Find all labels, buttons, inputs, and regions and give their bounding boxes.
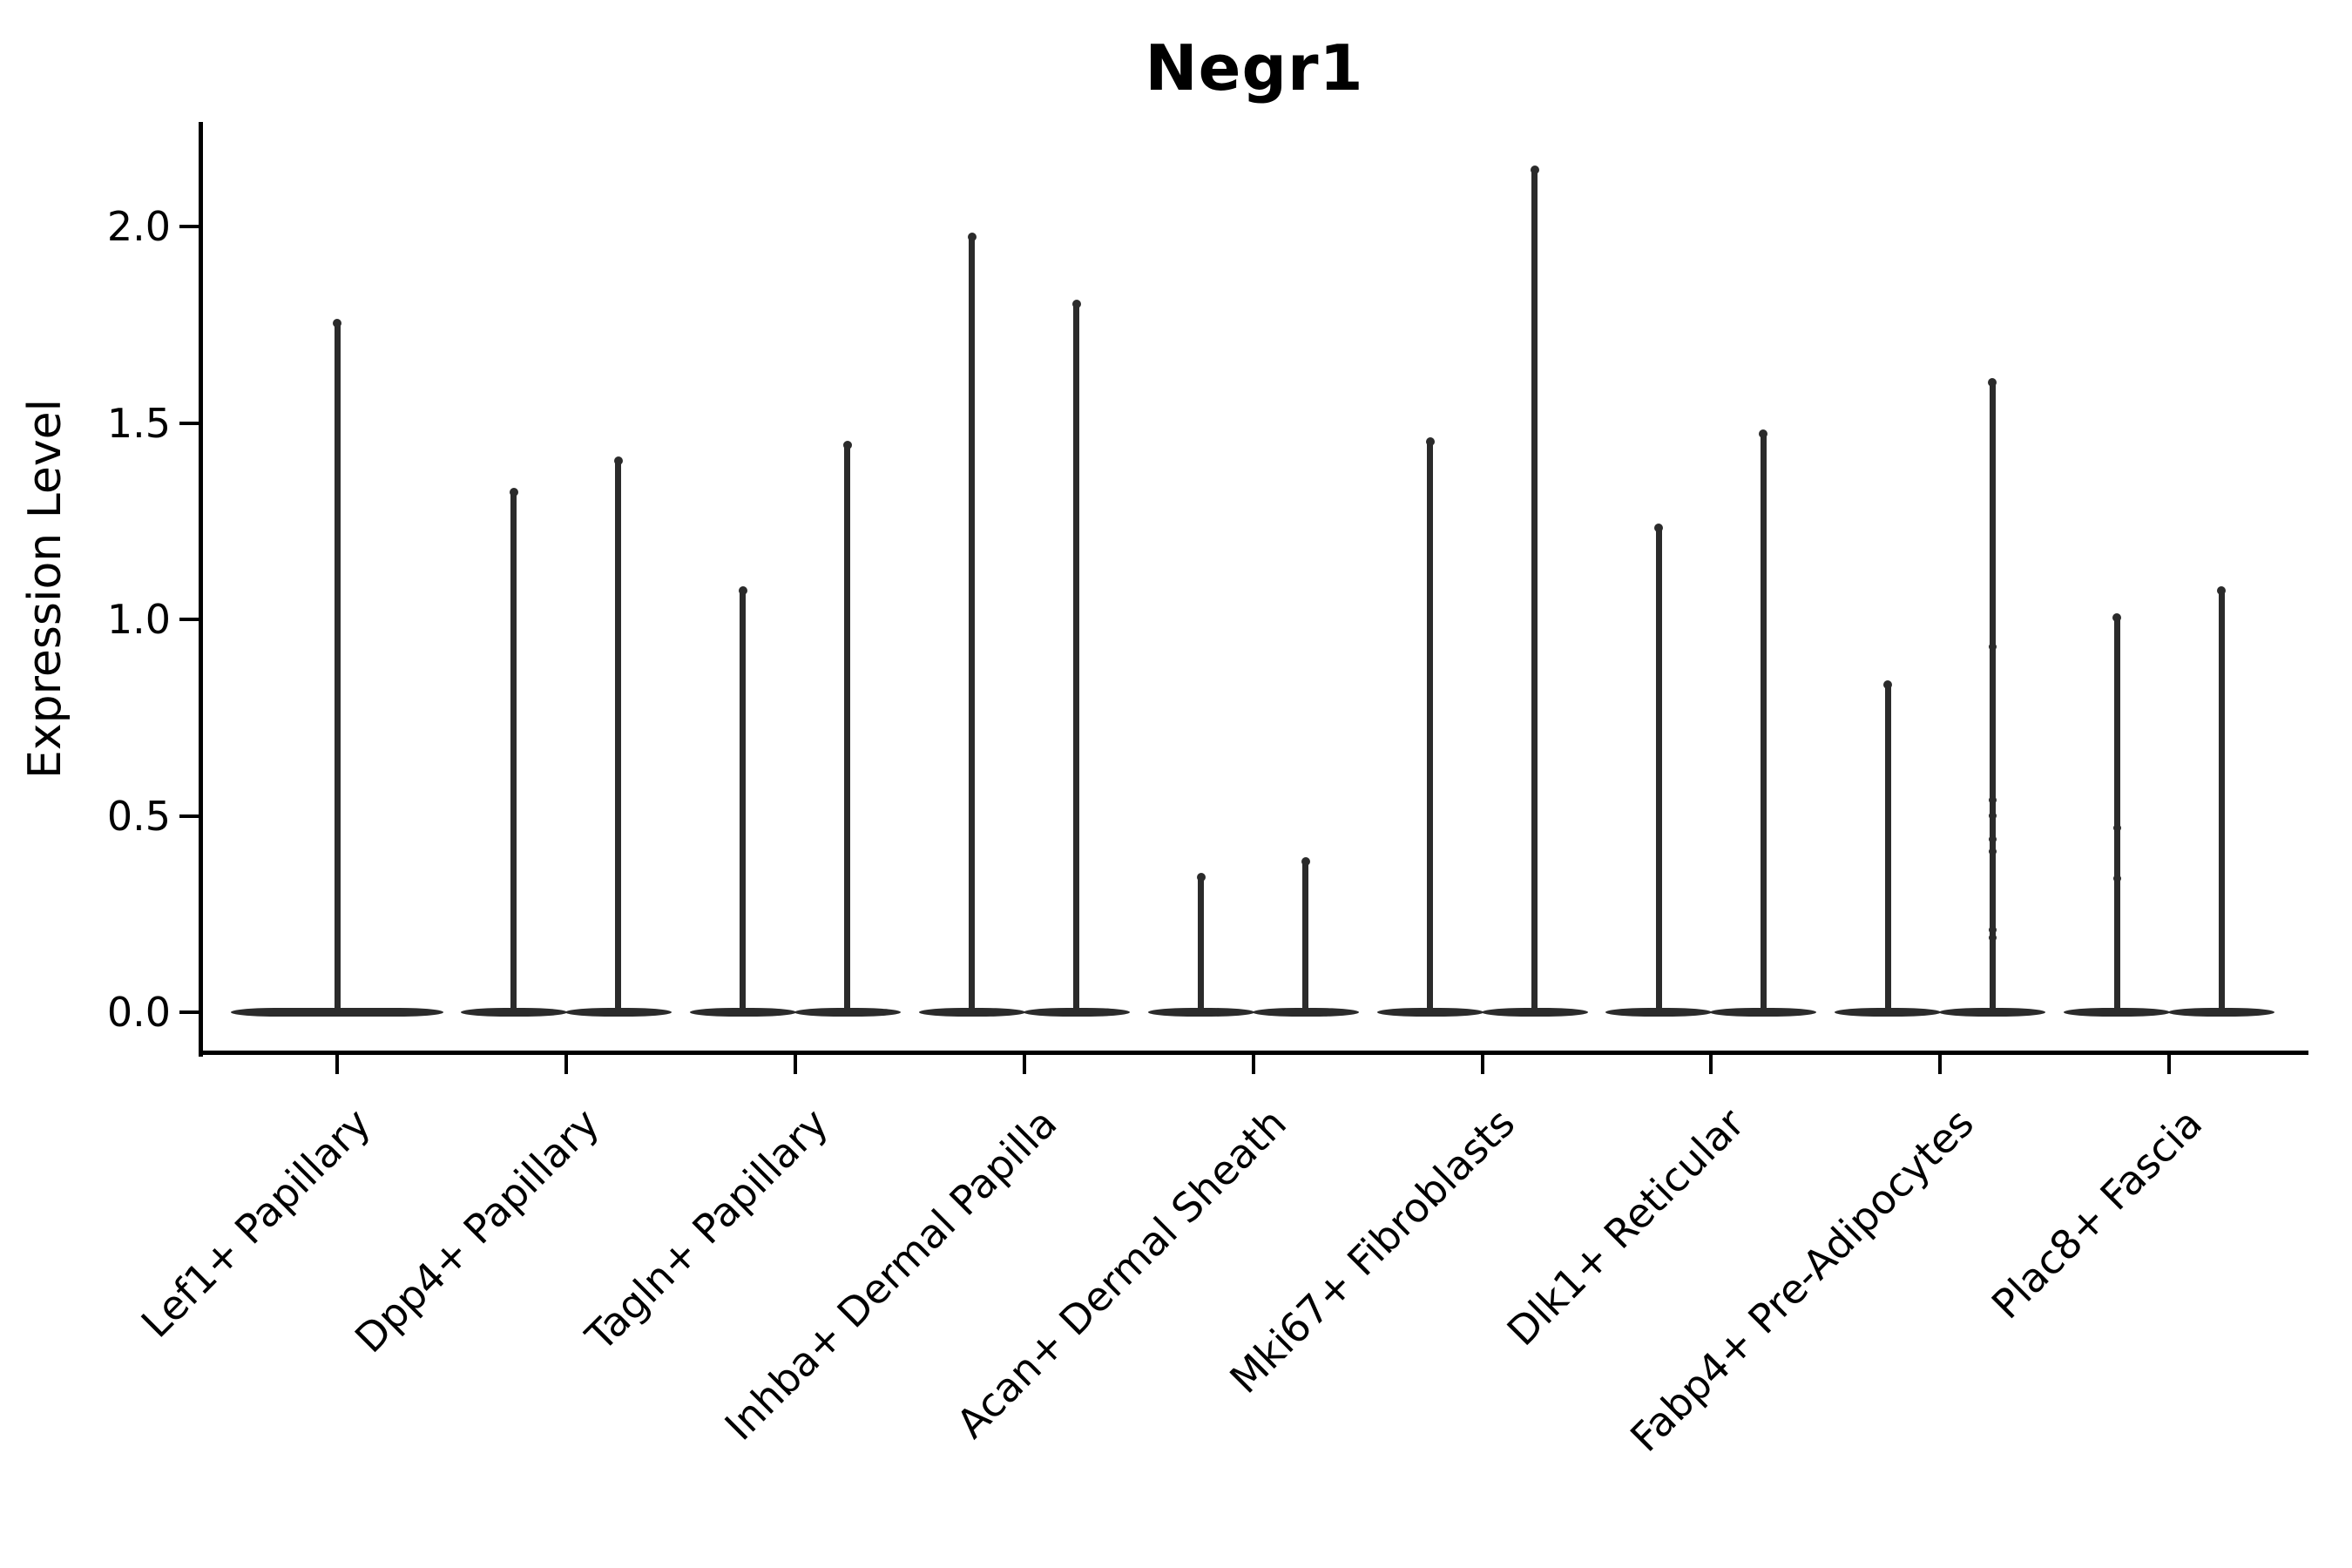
violin-base xyxy=(1147,1008,1254,1017)
violin-spike-tip xyxy=(1883,680,1893,690)
data-point xyxy=(1988,795,1997,804)
violin-base xyxy=(1605,1008,1713,1017)
y-tick xyxy=(179,618,199,621)
plot-title: Negr1 xyxy=(1145,31,1364,105)
data-point xyxy=(1988,812,1997,820)
violin-spike-tip xyxy=(738,585,747,595)
x-tick-label-text: Dpp4+ Papillary xyxy=(345,1099,609,1362)
data-point xyxy=(1988,835,1997,844)
x-tick-label-text: Tagln+ Papillary xyxy=(577,1099,837,1360)
violin-spike xyxy=(1073,301,1080,1012)
violin-base xyxy=(1023,1008,1130,1017)
violin-base xyxy=(1252,1008,1359,1017)
violin-spike xyxy=(510,490,517,1012)
violin-spike-tip xyxy=(1425,436,1435,446)
data-point xyxy=(1988,925,1997,934)
violin-base xyxy=(794,1008,901,1017)
violin-spike-tip xyxy=(967,233,977,242)
violin-spike xyxy=(1302,859,1309,1012)
violin-spike xyxy=(334,321,341,1012)
y-tick-label: 1.0 xyxy=(106,596,171,643)
violin-spike-tip xyxy=(1654,523,1664,532)
x-tick xyxy=(564,1055,568,1074)
x-tick-label-text: Dlk1+ Reticular xyxy=(1497,1099,1754,1355)
y-tick-label: 1.5 xyxy=(106,399,171,447)
x-tick xyxy=(335,1055,339,1074)
violin-spike-tip xyxy=(1196,873,1206,882)
data-point xyxy=(2112,823,2121,832)
x-tick xyxy=(1251,1055,1255,1074)
x-tick xyxy=(2167,1055,2172,1074)
y-tick xyxy=(179,421,199,425)
x-tick xyxy=(1709,1055,1713,1074)
violin-base xyxy=(231,1008,443,1017)
violin-spike-tip xyxy=(613,456,623,466)
violin-spike xyxy=(740,587,747,1012)
violin-spike xyxy=(1427,438,1433,1012)
violin-base xyxy=(460,1008,567,1017)
x-tick xyxy=(1480,1055,1484,1074)
violin-base xyxy=(1481,1008,1588,1017)
violin-spike xyxy=(844,443,851,1012)
violin-base xyxy=(1939,1008,2046,1017)
violin-spike xyxy=(1655,524,1662,1012)
violin-spike-tip xyxy=(1301,857,1310,867)
violin-spike-tip xyxy=(509,488,518,497)
violin-spike xyxy=(2218,587,2225,1012)
violin-base xyxy=(918,1008,1025,1017)
x-tick xyxy=(793,1055,797,1074)
data-point xyxy=(1988,847,1997,855)
violin-base xyxy=(2064,1008,2171,1017)
data-point xyxy=(1988,933,1997,942)
y-axis-spine xyxy=(199,122,203,1057)
violin-spike xyxy=(1884,682,1891,1012)
x-tick-label-text: Plac8+ Fascia xyxy=(1982,1099,2212,1328)
violin-base xyxy=(2168,1008,2275,1017)
violin-spike-tip xyxy=(842,441,852,450)
y-tick xyxy=(179,814,199,818)
y-tick-label: 0.0 xyxy=(106,989,171,1036)
violin-spike-tip xyxy=(1530,166,1539,175)
x-tick-label-text: Lef1+ Papillary xyxy=(132,1099,380,1347)
x-axis-spine xyxy=(199,1051,2308,1055)
violin-spike xyxy=(2113,615,2120,1012)
violin-base xyxy=(564,1008,672,1017)
violin-spike xyxy=(615,458,622,1012)
violin-base xyxy=(1710,1008,1817,1017)
y-tick-label: 0.5 xyxy=(106,792,171,840)
violin-spike-tip xyxy=(2112,613,2122,623)
x-tick xyxy=(1938,1055,1943,1074)
data-point xyxy=(1988,643,1997,652)
violin-spike-tip xyxy=(1988,377,1997,387)
violin-spike xyxy=(1760,430,1767,1012)
violin-spike xyxy=(1531,167,1538,1012)
x-tick xyxy=(1022,1055,1026,1074)
y-tick-label: 2.0 xyxy=(106,203,171,250)
violin-base xyxy=(1376,1008,1484,1017)
violin-spike-tip xyxy=(1759,429,1768,438)
violin-spike xyxy=(969,234,976,1012)
y-tick xyxy=(179,1010,199,1014)
violin-base xyxy=(1835,1008,1942,1017)
data-point xyxy=(2112,875,2121,883)
violin-spike xyxy=(1198,875,1205,1012)
violin-spike-tip xyxy=(333,319,341,328)
violin-spike-tip xyxy=(2217,585,2227,595)
violin-base xyxy=(689,1008,796,1017)
violin-spike xyxy=(1989,379,1996,1012)
violin-spike-tip xyxy=(1071,299,1081,308)
y-tick xyxy=(179,225,199,228)
